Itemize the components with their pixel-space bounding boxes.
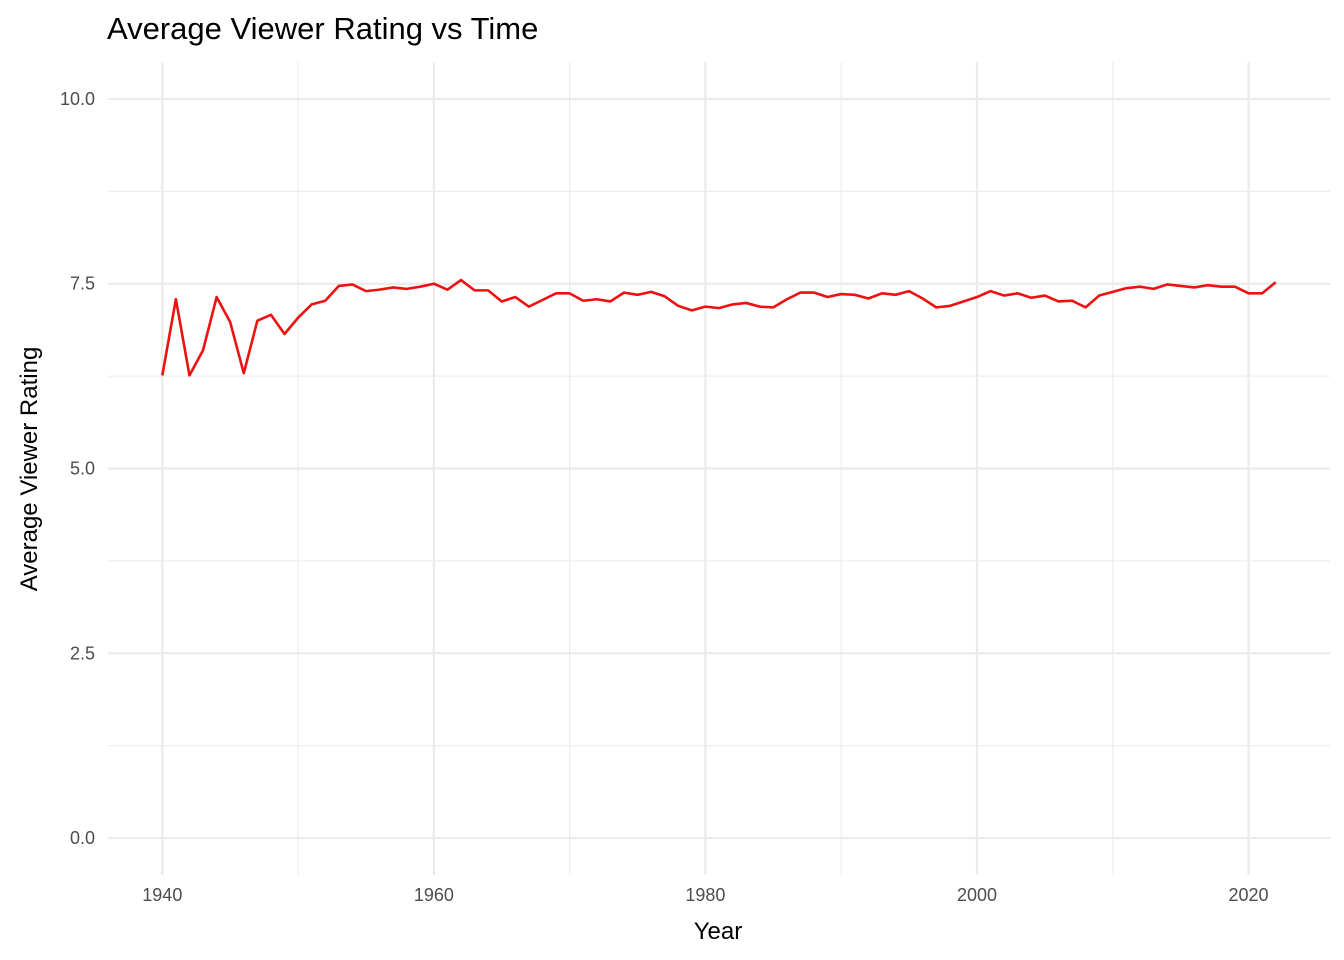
y-tick-label: 10.0: [60, 89, 95, 109]
x-tick-label: 1980: [685, 885, 725, 905]
y-tick-label: 5.0: [70, 459, 95, 479]
y-tick-label: 7.5: [70, 274, 95, 294]
y-tick-label: 2.5: [70, 643, 95, 663]
chart-title: Average Viewer Rating vs Time: [107, 11, 538, 46]
series-line: [161, 278, 1277, 377]
x-tick-label: 2000: [957, 885, 997, 905]
x-axis-title: Year: [694, 918, 743, 945]
y-axis-title: Average Viewer Rating: [16, 347, 43, 592]
y-tick-label: 0.0: [70, 828, 95, 848]
x-tick-label: 1960: [414, 885, 454, 905]
tick-labels: 1940 1960 1980 2000 2020 0.0 2.5 5.0 7.5 10.0: [60, 89, 1269, 905]
x-tick-label: 1940: [142, 885, 182, 905]
data-line-group: [161, 278, 1277, 377]
gridlines: [108, 62, 1330, 875]
x-tick-label: 2020: [1229, 885, 1269, 905]
